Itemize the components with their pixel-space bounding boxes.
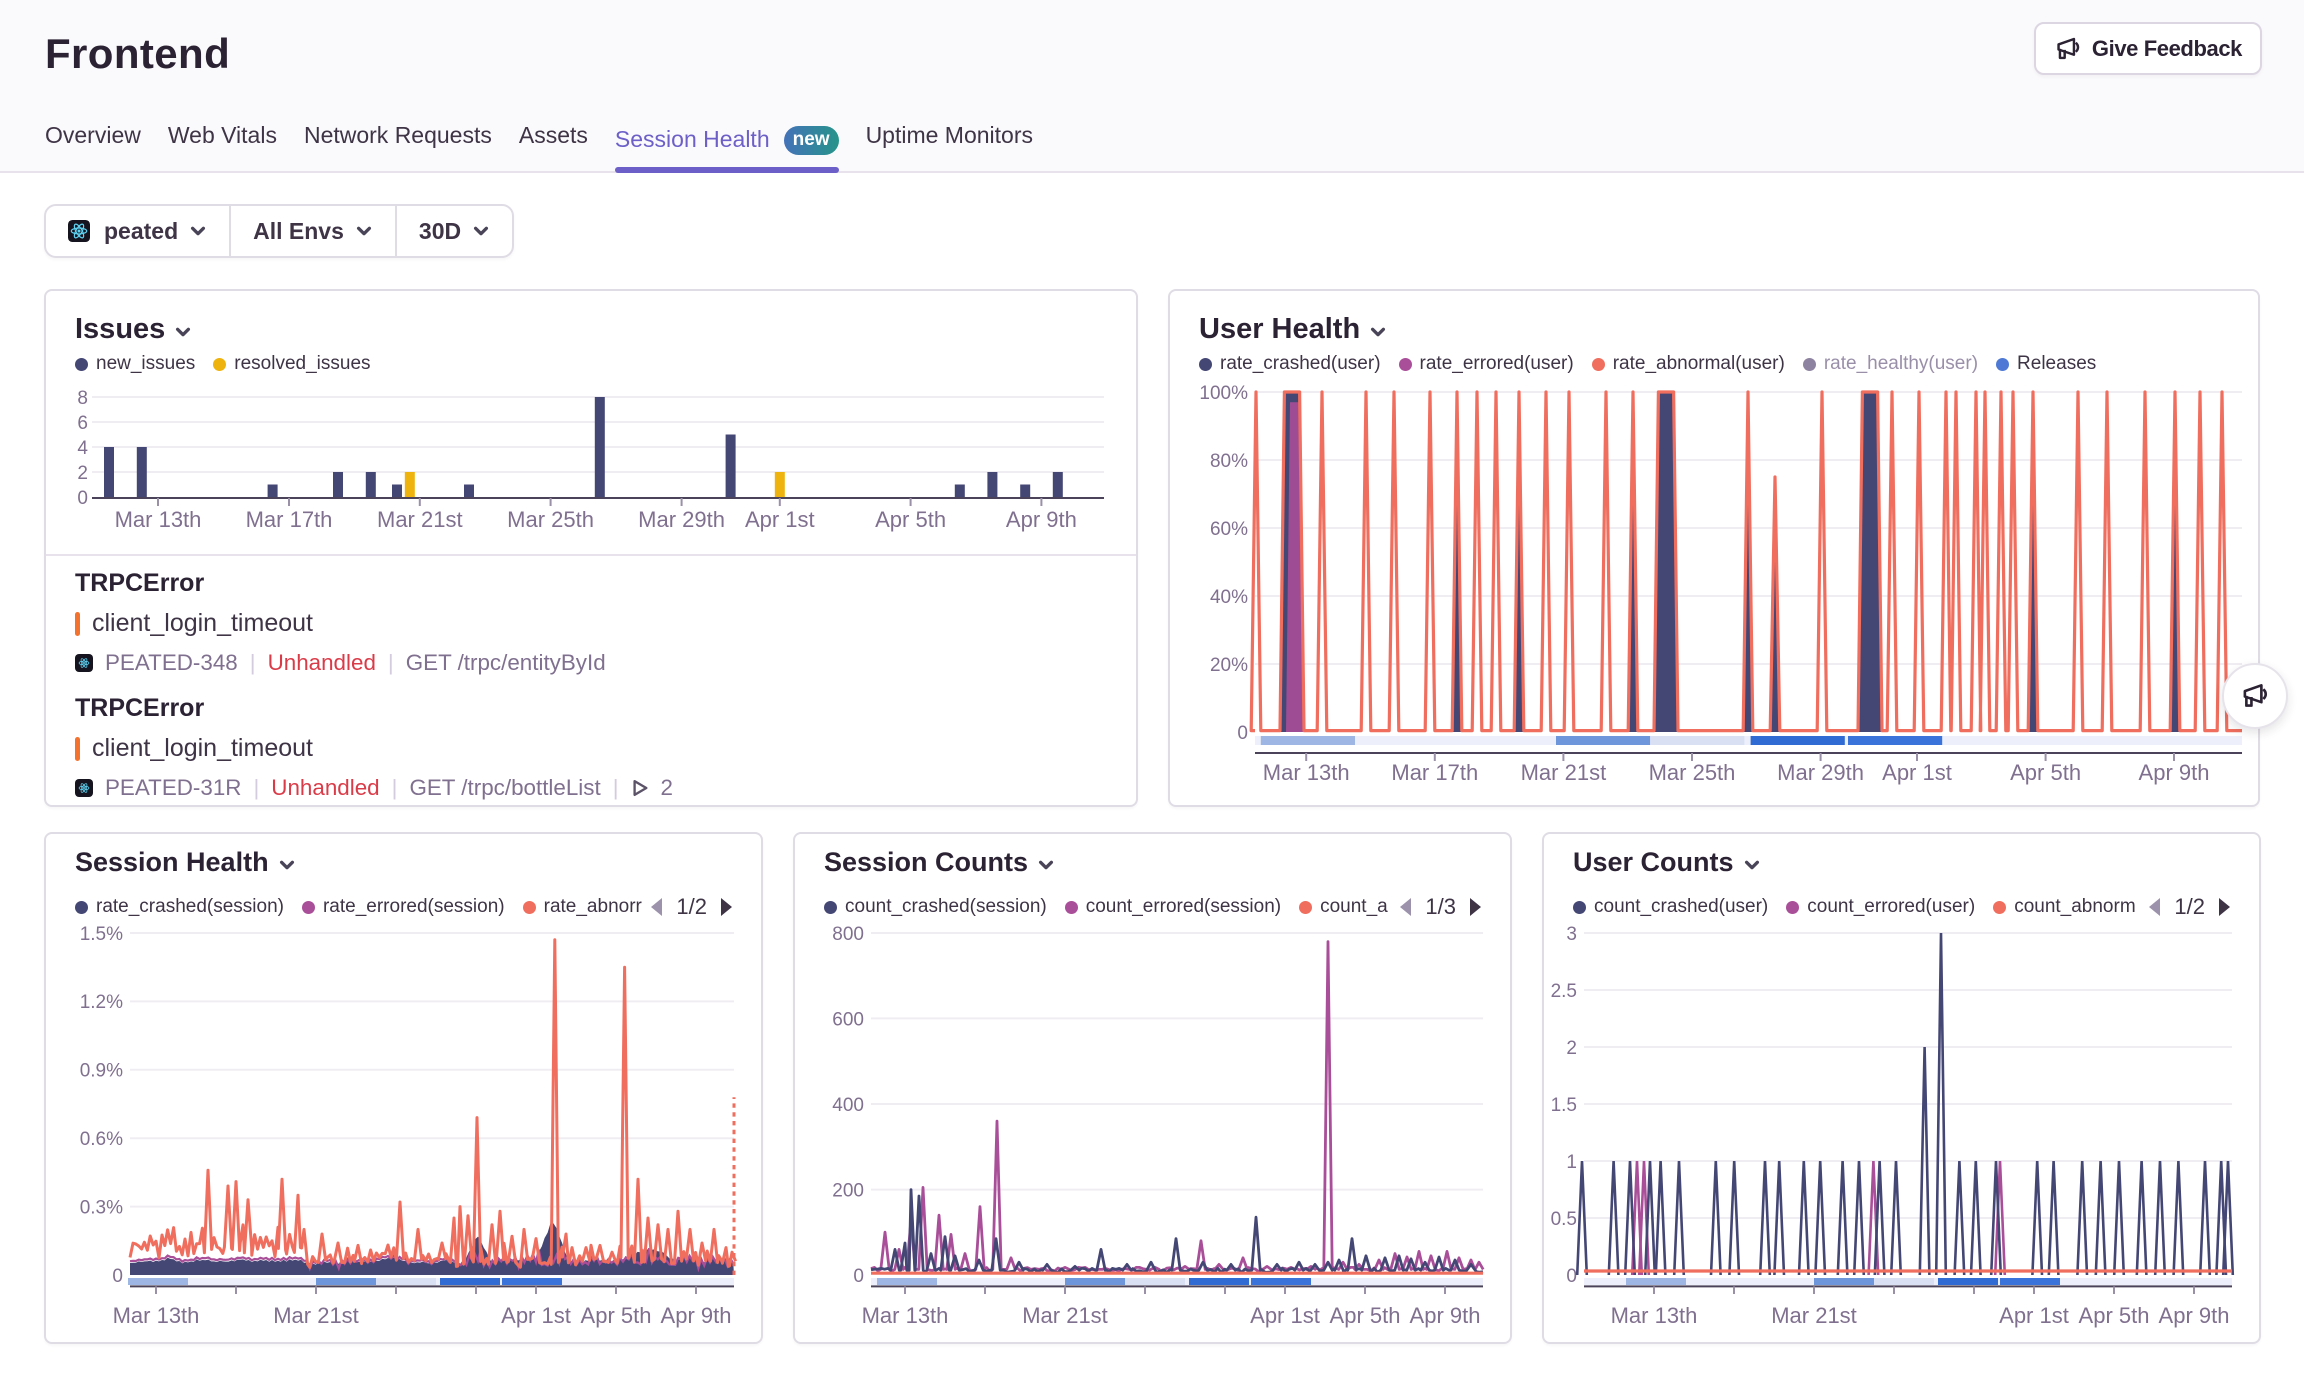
svg-text:0: 0: [112, 1266, 123, 1287]
svg-text:0: 0: [1566, 1266, 1577, 1287]
svg-text:1.5%: 1.5%: [80, 924, 123, 945]
svg-text:Mar 25th: Mar 25th: [507, 507, 594, 532]
svg-text:4: 4: [77, 438, 88, 459]
svg-text:Apr 9th: Apr 9th: [1410, 1303, 1481, 1328]
svg-text:Apr 9th: Apr 9th: [2139, 760, 2210, 785]
svg-text:800: 800: [832, 924, 864, 945]
svg-text:0.9%: 0.9%: [80, 1061, 123, 1082]
svg-text:2: 2: [1566, 1038, 1577, 1059]
svg-text:Mar 21st: Mar 21st: [273, 1303, 359, 1328]
svg-text:Mar 21st: Mar 21st: [1022, 1303, 1108, 1328]
svg-text:100%: 100%: [1199, 383, 1248, 404]
svg-text:40%: 40%: [1210, 587, 1248, 608]
svg-text:1: 1: [1566, 1152, 1577, 1173]
svg-text:Mar 17th: Mar 17th: [246, 507, 333, 532]
svg-text:0.3%: 0.3%: [80, 1197, 123, 1218]
svg-text:3: 3: [1566, 924, 1577, 945]
svg-text:Apr 5th: Apr 5th: [1330, 1303, 1401, 1328]
svg-text:Mar 13th: Mar 13th: [113, 1303, 200, 1328]
svg-text:0.6%: 0.6%: [80, 1129, 123, 1150]
svg-text:Mar 13th: Mar 13th: [1611, 1303, 1698, 1328]
svg-text:Apr 9th: Apr 9th: [1006, 507, 1077, 532]
svg-text:Apr 1st: Apr 1st: [1250, 1303, 1320, 1328]
svg-text:0.5: 0.5: [1551, 1209, 1577, 1230]
svg-text:Apr 5th: Apr 5th: [875, 507, 946, 532]
svg-text:Apr 5th: Apr 5th: [2010, 760, 2081, 785]
svg-text:0: 0: [853, 1266, 864, 1287]
svg-text:400: 400: [832, 1095, 864, 1116]
svg-text:Apr 5th: Apr 5th: [2079, 1303, 2150, 1328]
svg-text:Apr 5th: Apr 5th: [581, 1303, 652, 1328]
svg-text:Mar 25th: Mar 25th: [1649, 760, 1736, 785]
svg-text:Mar 21st: Mar 21st: [1521, 760, 1607, 785]
svg-text:0: 0: [1237, 723, 1248, 744]
svg-text:8: 8: [77, 388, 88, 409]
svg-text:Mar 29th: Mar 29th: [638, 507, 725, 532]
svg-text:Mar 13th: Mar 13th: [115, 507, 202, 532]
svg-text:Mar 13th: Mar 13th: [1263, 760, 1350, 785]
svg-text:200: 200: [832, 1180, 864, 1201]
svg-text:Apr 1st: Apr 1st: [1999, 1303, 2069, 1328]
svg-text:Mar 17th: Mar 17th: [1391, 760, 1478, 785]
svg-text:Apr 9th: Apr 9th: [661, 1303, 732, 1328]
svg-text:20%: 20%: [1210, 655, 1248, 676]
svg-text:1.5: 1.5: [1551, 1095, 1577, 1116]
svg-text:Apr 1st: Apr 1st: [1882, 760, 1952, 785]
svg-text:6: 6: [77, 413, 88, 434]
svg-text:Mar 21st: Mar 21st: [1771, 1303, 1857, 1328]
svg-text:Mar 29th: Mar 29th: [1777, 760, 1864, 785]
svg-text:Apr 1st: Apr 1st: [501, 1303, 571, 1328]
svg-text:2: 2: [77, 463, 88, 484]
svg-text:80%: 80%: [1210, 451, 1248, 472]
svg-text:Apr 9th: Apr 9th: [2159, 1303, 2230, 1328]
svg-text:Apr 1st: Apr 1st: [745, 507, 815, 532]
svg-text:60%: 60%: [1210, 519, 1248, 540]
svg-text:0: 0: [77, 488, 88, 509]
svg-text:Mar 21st: Mar 21st: [377, 507, 463, 532]
svg-text:2.5: 2.5: [1551, 981, 1577, 1002]
svg-text:600: 600: [832, 1009, 864, 1030]
svg-text:Mar 13th: Mar 13th: [862, 1303, 949, 1328]
svg-text:1.2%: 1.2%: [80, 992, 123, 1013]
